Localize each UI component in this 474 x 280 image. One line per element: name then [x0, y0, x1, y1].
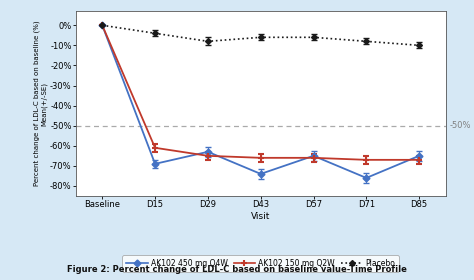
Legend: AK102 450 mg Q4W, AK102 150 mg Q2W, Placebo: AK102 450 mg Q4W, AK102 150 mg Q2W, Plac…: [122, 255, 399, 272]
Text: Figure 2: Percent change of LDL-C based on baseline value-Time Profile: Figure 2: Percent change of LDL-C based …: [67, 265, 407, 274]
Y-axis label: Percent change of LDL-C based on baseline (%)
Mean(+/-SE): Percent change of LDL-C based on baselin…: [33, 21, 47, 186]
X-axis label: Visit: Visit: [251, 212, 270, 221]
Text: -50%: -50%: [450, 121, 471, 130]
